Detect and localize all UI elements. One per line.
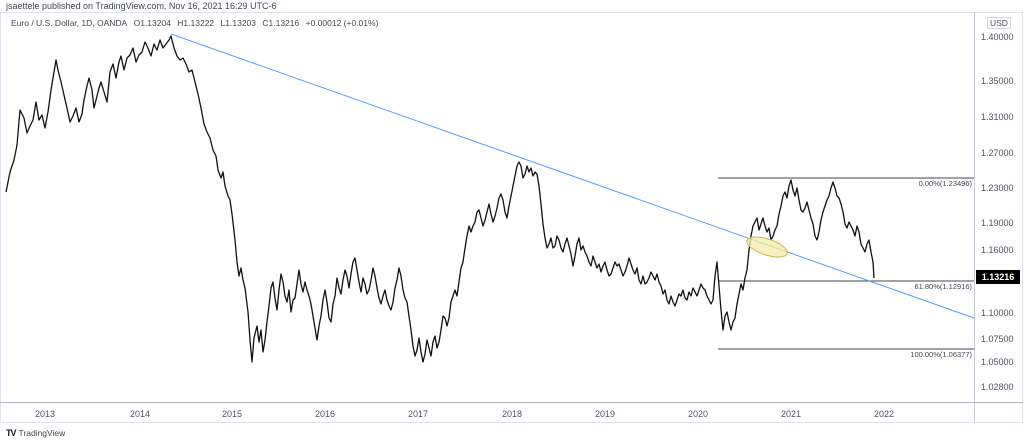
price-tick: 1.07500	[981, 334, 1014, 344]
price-tick: 1.23000	[981, 183, 1014, 193]
time-axis[interactable]: 2013 2014 2015 2016 2017 2018 2019 2020 …	[0, 402, 1023, 423]
trendline[interactable]	[170, 33, 975, 319]
price-tick: 1.35000	[981, 76, 1014, 86]
time-tick: 2014	[129, 409, 151, 419]
ohlc-high: H1.13222	[177, 18, 215, 28]
last-price-badge: 1.13216	[976, 270, 1020, 284]
time-tick: 2013	[34, 409, 56, 419]
ohlc-low: L1.13203	[220, 18, 256, 28]
time-tick: 2019	[594, 409, 616, 419]
symbol-legend: Euro / U.S. Dollar, 1D, OANDA O1.13204 H…	[11, 18, 382, 28]
price-tick: 1.27000	[981, 148, 1014, 158]
ohlc-close: C1.13216	[262, 18, 300, 28]
time-tick: 2020	[687, 409, 709, 419]
tradingview-logo-icon: TV	[6, 428, 16, 438]
currency-label[interactable]: USD	[987, 17, 1011, 29]
fib-label-618: 61.80%(1.12916)	[914, 282, 972, 291]
breakout-ellipse[interactable]	[745, 233, 790, 261]
ohlc-change: +0.00012 (+0.01%)	[305, 18, 379, 28]
axis-corner	[974, 403, 975, 423]
price-axis[interactable]: 1.40000 1.35000 1.31000 1.27000 1.23000 …	[974, 12, 1023, 402]
fib-label-100: 100.00%(1.06377)	[910, 350, 972, 359]
time-tick: 2022	[873, 409, 895, 419]
price-tick: 1.05000	[981, 357, 1014, 367]
price-series-line	[5, 35, 875, 363]
price-tick: 1.40000	[981, 32, 1014, 42]
time-tick: 2015	[221, 409, 243, 419]
time-tick: 2021	[780, 409, 802, 419]
chart-frame	[0, 12, 1023, 423]
publish-attribution: jsaettele published on TradingView.com, …	[6, 1, 277, 11]
fib-label-0: 0.00%(1.23496)	[918, 179, 972, 188]
price-tick: 1.16000	[981, 245, 1014, 255]
time-tick: 2016	[314, 409, 336, 419]
tradingview-brand[interactable]: TV TradingView	[6, 428, 65, 438]
ohlc-open: O1.13204	[133, 18, 171, 28]
time-tick: 2017	[407, 409, 429, 419]
price-tick: 1.10000	[981, 308, 1014, 318]
price-tick: 1.31000	[981, 112, 1014, 122]
brand-label: TradingView	[18, 428, 66, 438]
price-tick: 1.02800	[981, 382, 1014, 392]
symbol-title[interactable]: Euro / U.S. Dollar, 1D, OANDA	[11, 18, 128, 28]
time-tick: 2018	[501, 409, 523, 419]
price-tick: 1.19000	[981, 218, 1014, 228]
